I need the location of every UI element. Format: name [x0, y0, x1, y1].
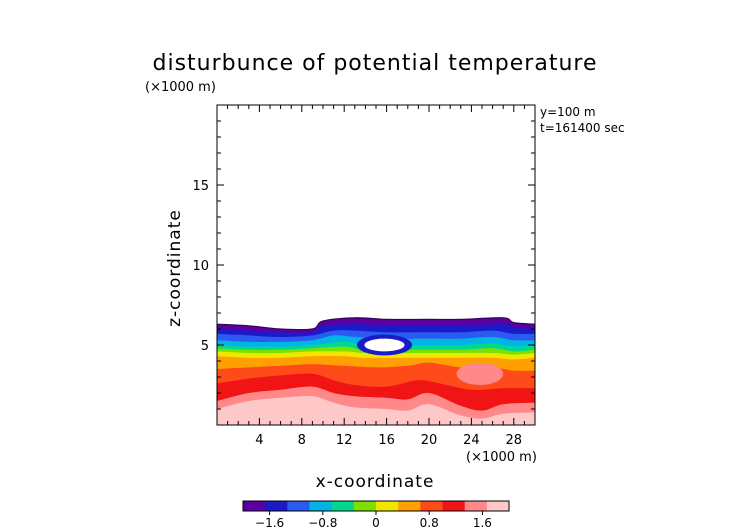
x-tick-label: 16 [378, 433, 395, 448]
x-tick-label: 24 [463, 433, 480, 448]
contour-feature-white_core [364, 338, 405, 352]
colorbar-swatch [442, 501, 466, 511]
chart-title: disturbunce of potential temperature [153, 51, 598, 76]
colorbar-tick-label: 1.6 [473, 516, 492, 530]
contour-feature-warm_cell [456, 362, 504, 385]
contour-band-11 [217, 396, 535, 425]
colorbar-swatch [287, 501, 310, 511]
colorbar-swatch [486, 501, 510, 511]
y-unit-label: (×1000 m) [145, 80, 216, 95]
x-tick-label: 28 [506, 433, 523, 448]
annotation-y-position: y=100 m [540, 105, 596, 119]
x-tick-label: 12 [336, 433, 353, 448]
axis-ticks: 4 8 12 16 20 24 28 5 10 15 [192, 105, 535, 448]
colorbar-tick-label: 0.8 [420, 516, 439, 530]
y-tick-label: 10 [192, 259, 209, 274]
colorbar-swatch [464, 501, 488, 511]
x-tick-label: 8 [298, 433, 306, 448]
top-boundary-line [217, 317, 535, 331]
colorbar-swatch [243, 501, 266, 511]
colorbar-tick-label: −1.6 [255, 516, 284, 530]
colorbar: −1.6 −0.8 0 0.8 1.6 [242, 500, 510, 530]
colorbar-swatch [420, 501, 443, 511]
colorbar-swatch [309, 501, 333, 511]
colorbar-swatch [353, 501, 377, 511]
y-axis-label: z-coordinate [165, 209, 185, 327]
x-tick-label: 20 [421, 433, 438, 448]
x-axis-label: x-coordinate [316, 472, 435, 492]
colorbar-tick-label: 0 [372, 516, 380, 530]
colorbar-swatch [331, 501, 355, 511]
colorbar-swatch [265, 501, 288, 511]
contour-fill-layer [217, 317, 535, 425]
x-tick-label: 4 [255, 433, 263, 448]
colorbar-tick-label: −0.8 [308, 516, 337, 530]
colorbar-swatch [376, 501, 399, 511]
y-tick-label: 15 [192, 179, 209, 194]
colorbar-swatch [398, 501, 421, 511]
annotation-time: t=161400 sec [540, 121, 625, 135]
x-unit-label: (×1000 m) [466, 450, 537, 465]
y-tick-label: 5 [201, 339, 209, 354]
